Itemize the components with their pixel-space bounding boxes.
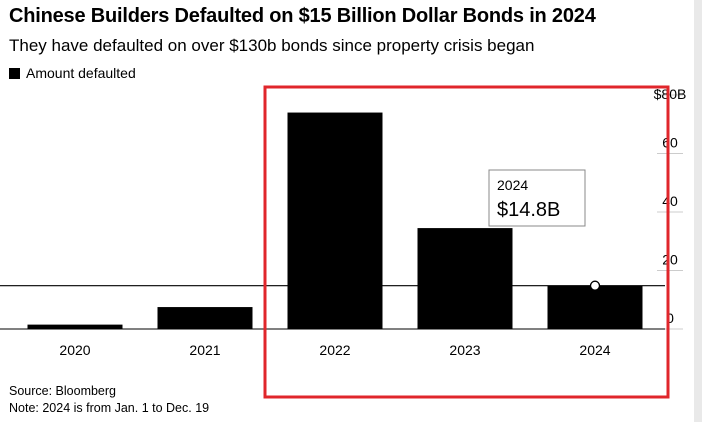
chart-subtitle: They have defaulted on over $130b bonds … [9,36,535,55]
callout-value: $14.8B [497,199,560,221]
bar-2024 [547,285,643,329]
bar-2021 [157,307,253,329]
highlight-box [263,85,670,399]
x-tick-label: 2022 [319,342,350,358]
x-tick-label: 2023 [449,342,480,358]
x-tick-label: 2020 [59,342,90,358]
chart-title: Chinese Builders Defaulted on $15 Billio… [9,5,596,27]
y-tick-label: 20 [662,252,678,268]
y-tick-label: 0 [666,310,674,326]
y-tick-label: 40 [662,193,678,209]
bar-2020 [27,324,123,329]
legend-label: Amount defaulted [26,65,136,81]
y-tick-label: $80B [654,86,687,102]
legend-swatch [9,67,20,79]
x-tick-label: 2024 [579,342,610,358]
scrollbar[interactable] [694,0,702,422]
source-note: Source: Bloomberg [9,384,117,398]
x-tick-label: 2021 [189,342,220,358]
callout-box [488,169,586,227]
y-tick-label: 60 [662,135,678,151]
bar-2023 [417,228,513,329]
callout-year: 2024 [497,177,528,193]
bar-2022 [287,112,383,329]
annotation-marker [589,280,601,291]
legend: Amount defaulted [9,65,136,81]
footnote: Note: 2024 is from Jan. 1 to Dec. 19 [9,401,210,415]
